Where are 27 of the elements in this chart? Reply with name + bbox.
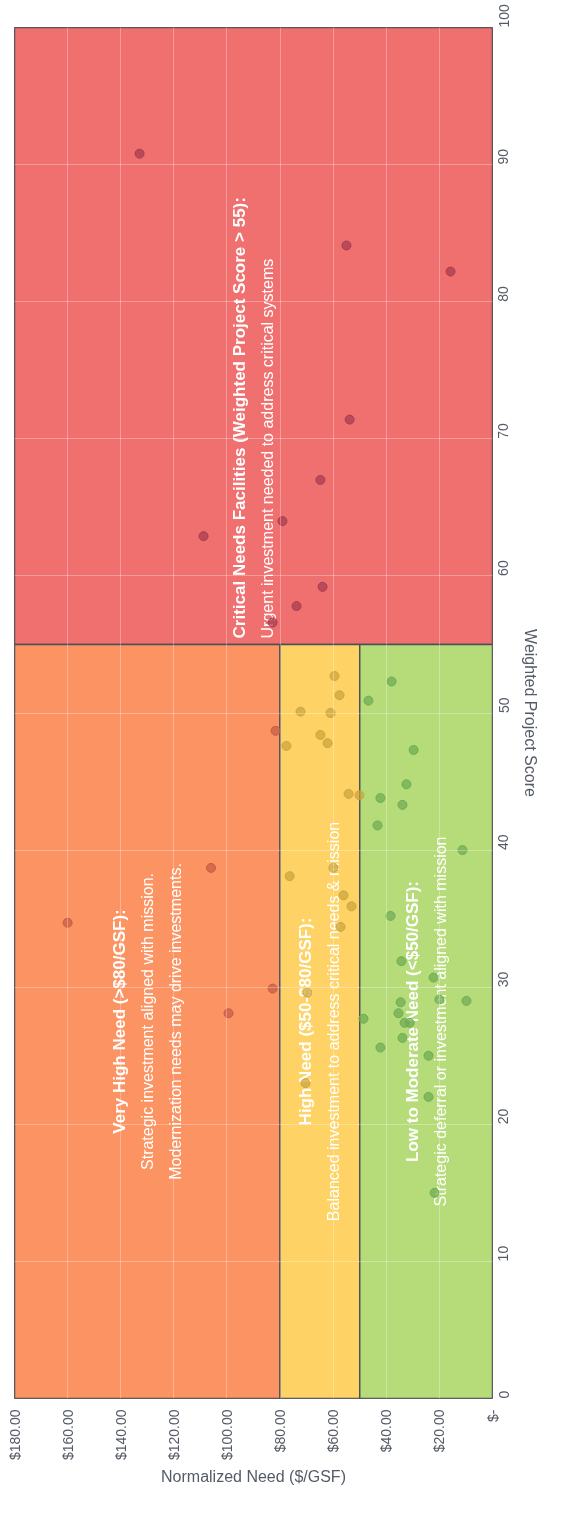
band-label: Critical Needs Facilities (Weighted Project Score > 55): Urgent investment needed to address critical systems — [230, 197, 276, 639]
x-tick-label: $180.00 — [6, 1409, 23, 1461]
y-tick-label: 50 — [495, 697, 512, 713]
x-axis-title: Normalized Need ($/GSF) — [161, 1468, 346, 1486]
y-tick-label: 20 — [495, 1108, 512, 1125]
x-tick-label: $20.00 — [431, 1409, 448, 1453]
y-tick-label: 10 — [495, 1245, 512, 1262]
y-tick-label: 60 — [495, 560, 512, 576]
band-label: High Need ($50-$80/GSF): Balanced investment to address critical needs & mission — [296, 821, 343, 1222]
x-tick-label: $60.00 — [325, 1409, 342, 1453]
y-tick-label: 30 — [495, 971, 512, 988]
x-tick-label: $- — [484, 1409, 501, 1422]
y-tick-label: 0 — [495, 1390, 512, 1399]
band-label: Very High Need (>$80/GSF): Strategic investment aligned with mission. Modernization needs may drive investments. — [109, 863, 184, 1180]
x-tick-label: $100.00 — [218, 1409, 235, 1461]
y-tick-label: 70 — [495, 423, 512, 439]
y-tick-label: 80 — [495, 285, 512, 302]
y-tick-label: 90 — [495, 148, 512, 165]
y-axis-title: Weighted Project Score — [521, 629, 539, 797]
x-tick-label: $80.00 — [272, 1409, 289, 1453]
x-tick-label: $140.00 — [112, 1409, 129, 1461]
y-tick-label: 100 — [495, 3, 512, 28]
x-tick-label: $120.00 — [165, 1409, 182, 1461]
y-tick-label: 40 — [495, 834, 512, 851]
x-tick-label: $160.00 — [59, 1409, 76, 1461]
band-label: Low to Moderate Need (<$50/GSF): Strategic deferral or investment aligned with mission — [402, 836, 449, 1207]
x-tick-label: $40.00 — [378, 1409, 395, 1453]
